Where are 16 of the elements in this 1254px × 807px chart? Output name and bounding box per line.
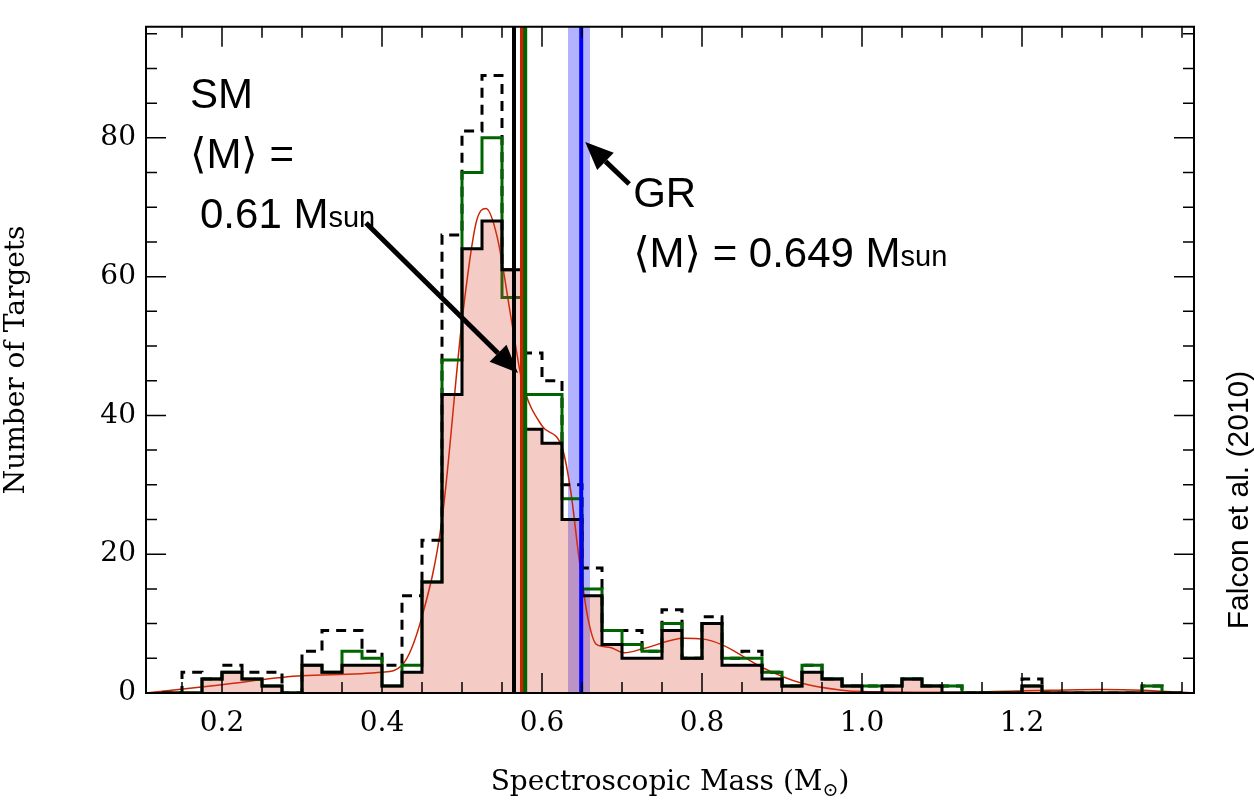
x-tick-label: 1.2 bbox=[999, 705, 1045, 739]
y-tick-label: 80 bbox=[100, 119, 136, 153]
x-tick-label: 1.0 bbox=[839, 705, 885, 739]
x-axis-title: Spectroscopic Mass (M⊙) bbox=[490, 764, 850, 801]
x-tick-label: 0.6 bbox=[519, 705, 565, 739]
y-axis-title: Number of Targets bbox=[0, 225, 32, 495]
y-tick-label: 0 bbox=[118, 674, 136, 708]
y-tick-label: 40 bbox=[100, 396, 136, 430]
x-tick-label: 0.2 bbox=[199, 705, 245, 739]
annotation: SM ⟨M⟩ = 0.61 Msun bbox=[190, 69, 376, 237]
y-tick-label: 60 bbox=[100, 257, 136, 291]
text: Falcon et al. (2010) bbox=[1221, 370, 1254, 630]
x-tick-label: 0.8 bbox=[679, 705, 725, 739]
y-tick-label: 20 bbox=[100, 535, 136, 569]
x-tick-label: 0.4 bbox=[359, 705, 405, 739]
annotation: GR ⟨M⟩ = 0.649 Msun bbox=[633, 168, 948, 276]
